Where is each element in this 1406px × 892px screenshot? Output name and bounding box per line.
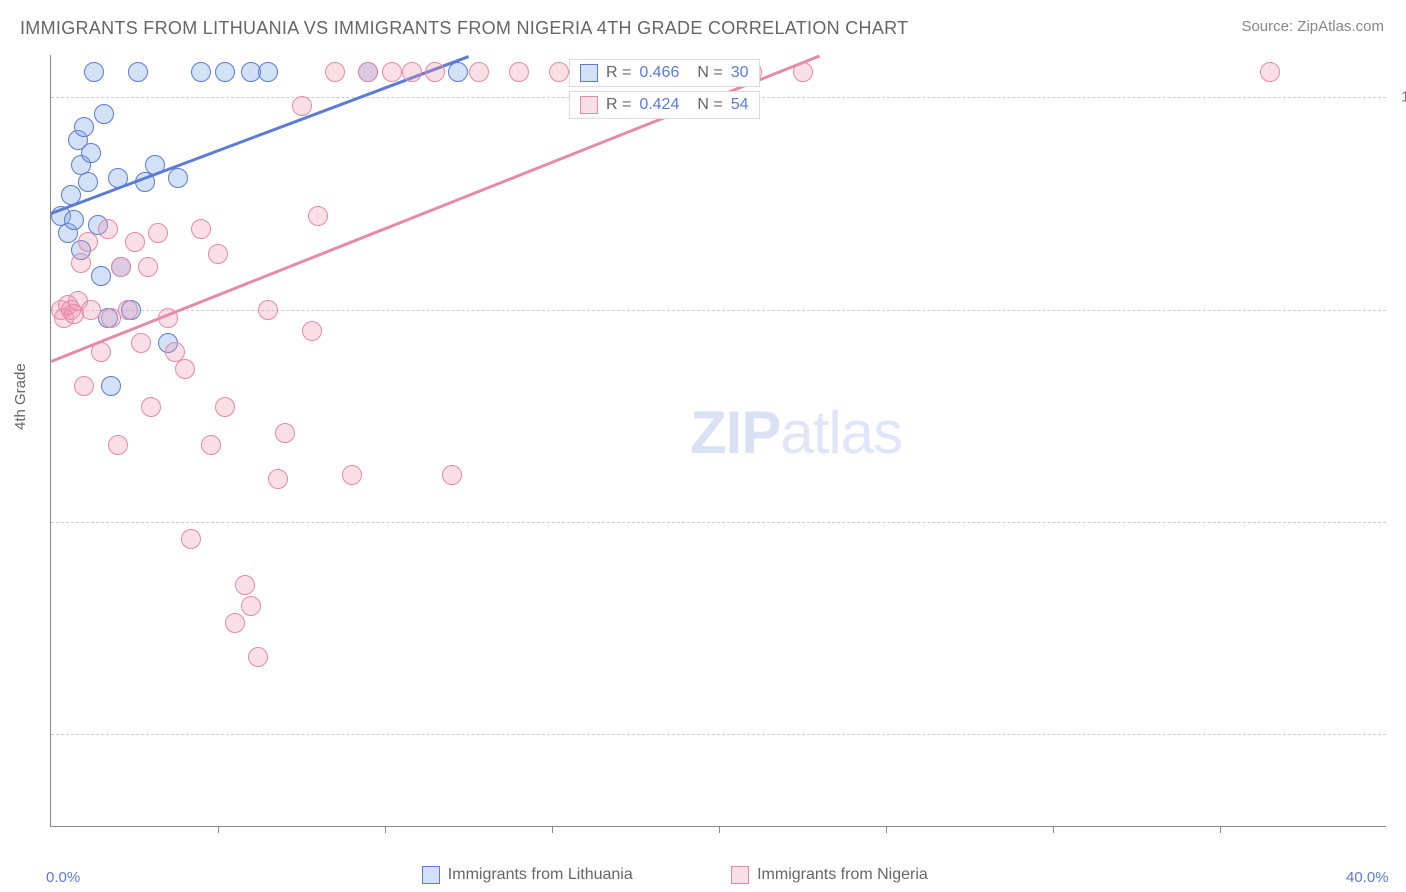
- data-point: [549, 62, 569, 82]
- data-point: [191, 219, 211, 239]
- source-attribution: Source: ZipAtlas.com: [1241, 18, 1384, 35]
- series-legend: Immigrants from Nigeria: [731, 866, 928, 884]
- data-point: [201, 435, 221, 455]
- data-point: [215, 62, 235, 82]
- data-point: [191, 62, 211, 82]
- legend-swatch: [580, 64, 598, 82]
- data-point: [148, 223, 168, 243]
- y-tick-label: 92.5%: [1392, 725, 1406, 742]
- gridline: [51, 522, 1386, 523]
- series-name: Immigrants from Nigeria: [757, 866, 928, 884]
- y-axis-label: 4th Grade: [12, 363, 29, 430]
- n-value: 30: [731, 64, 749, 82]
- data-point: [208, 244, 228, 264]
- n-label: N =: [697, 64, 722, 82]
- x-tick: [719, 826, 720, 833]
- data-point: [225, 613, 245, 633]
- data-point: [358, 62, 378, 82]
- r-label: R =: [606, 96, 631, 114]
- data-point: [469, 62, 489, 82]
- data-point: [108, 435, 128, 455]
- x-tick: [886, 826, 887, 833]
- data-point: [448, 62, 468, 82]
- gridline: [51, 310, 1386, 311]
- legend-swatch: [731, 866, 749, 884]
- y-tick-label: 97.5%: [1392, 301, 1406, 318]
- data-point: [342, 465, 362, 485]
- series-name: Immigrants from Lithuania: [448, 866, 633, 884]
- data-point: [74, 376, 94, 396]
- n-value: 54: [731, 96, 749, 114]
- data-point: [118, 300, 138, 320]
- legend-swatch: [580, 96, 598, 114]
- x-tick: [218, 826, 219, 833]
- data-point: [235, 575, 255, 595]
- data-point: [292, 96, 312, 116]
- x-tick: [1053, 826, 1054, 833]
- data-point: [98, 219, 118, 239]
- n-label: N =: [697, 96, 722, 114]
- data-point: [308, 206, 328, 226]
- scatter-plot-area: 100.0%97.5%95.0%92.5%R = 0.466N = 30R = …: [50, 55, 1386, 827]
- data-point: [241, 596, 261, 616]
- data-point: [275, 423, 295, 443]
- data-point: [425, 62, 445, 82]
- data-point: [91, 266, 111, 286]
- data-point: [101, 376, 121, 396]
- data-point: [94, 104, 114, 124]
- chart-title: IMMIGRANTS FROM LITHUANIA VS IMMIGRANTS …: [20, 18, 908, 39]
- data-point: [141, 397, 161, 417]
- data-point: [125, 232, 145, 252]
- data-point: [111, 257, 131, 277]
- x-axis-label: 0.0%: [46, 869, 80, 886]
- x-tick: [385, 826, 386, 833]
- data-point: [302, 321, 322, 341]
- data-point: [258, 300, 278, 320]
- data-point: [248, 647, 268, 667]
- data-point: [78, 232, 98, 252]
- data-point: [268, 469, 288, 489]
- x-axis-label: 40.0%: [1346, 869, 1389, 886]
- data-point: [215, 397, 235, 417]
- y-tick-label: 95.0%: [1392, 513, 1406, 530]
- x-tick: [552, 826, 553, 833]
- series-legend: Immigrants from Lithuania: [422, 866, 633, 884]
- stats-legend-row: R = 0.466 N = 30: [569, 59, 760, 87]
- gridline: [51, 734, 1386, 735]
- data-point: [71, 253, 91, 273]
- data-point: [74, 117, 94, 137]
- data-point: [138, 257, 158, 277]
- stats-legend-row: R = 0.424 N = 54: [569, 91, 760, 119]
- data-point: [258, 62, 278, 82]
- data-point: [128, 62, 148, 82]
- data-point: [1260, 62, 1280, 82]
- data-point: [168, 168, 188, 188]
- data-point: [382, 62, 402, 82]
- data-point: [402, 62, 422, 82]
- data-point: [181, 529, 201, 549]
- data-point: [175, 359, 195, 379]
- data-point: [325, 62, 345, 82]
- x-tick: [1220, 826, 1221, 833]
- data-point: [78, 172, 98, 192]
- data-point: [131, 333, 151, 353]
- r-label: R =: [606, 64, 631, 82]
- r-value: 0.466: [639, 64, 679, 82]
- data-point: [81, 300, 101, 320]
- y-tick-label: 100.0%: [1392, 89, 1406, 106]
- data-point: [442, 465, 462, 485]
- legend-swatch: [422, 866, 440, 884]
- data-point: [509, 62, 529, 82]
- data-point: [81, 143, 101, 163]
- r-value: 0.424: [639, 96, 679, 114]
- data-point: [84, 62, 104, 82]
- data-point: [64, 210, 84, 230]
